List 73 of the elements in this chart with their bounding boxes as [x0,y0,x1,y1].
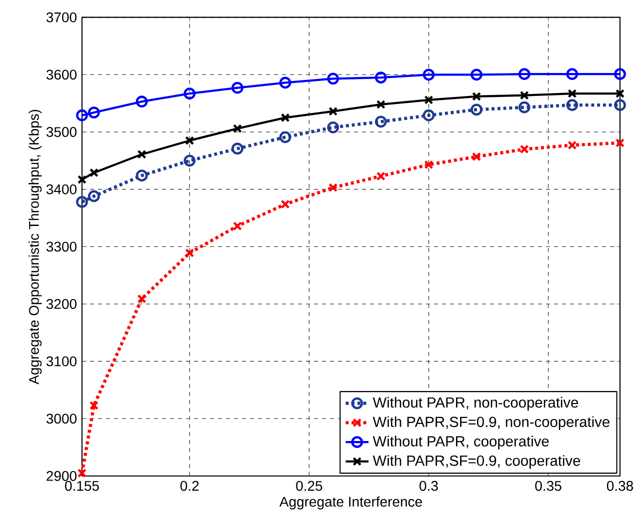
point [328,183,338,192]
point [518,101,530,114]
point [77,468,87,478]
point [77,175,87,184]
point [137,294,146,304]
point [232,221,242,231]
x-tick-label: 0.3 [420,480,438,491]
point [76,196,88,208]
x-tick-label: 0.38 [606,480,634,491]
point [88,190,100,202]
y-tick-label: 3400 [46,184,77,194]
legend-label: With PAPR,SF=0.9, non-cooperative [372,416,610,430]
point [280,200,290,209]
y-tick-label: 3200 [46,299,77,309]
point [137,150,146,159]
x-tick-label: 0.25 [296,480,322,491]
y-axis-title: Aggregate Opportunistic Throughput, (Kbps) [28,110,42,384]
x-axis-title: Aggregate Interference [279,496,422,510]
point [472,152,482,162]
point [279,76,292,89]
point [327,72,340,85]
y-tick-label: 3100 [46,356,77,366]
point [470,68,482,81]
legend-label: Without PAPR, non-cooperative [372,396,578,411]
point [185,136,194,146]
point [328,106,338,116]
point [424,95,434,104]
y-tick-label: 3700 [46,12,77,22]
point [88,106,100,118]
point [232,124,242,134]
x-tick-label: 0.155 [65,480,99,491]
point [89,168,98,178]
point [231,142,244,155]
legend-label: With PAPR,SF=0.9, cooperative [372,455,580,469]
legend-label: Without PAPR, cooperative [372,436,549,450]
point [472,92,482,101]
point [136,170,148,182]
point [231,82,244,94]
point [422,68,435,81]
point [279,131,292,144]
point [520,144,529,154]
point [89,400,98,410]
point [614,99,626,111]
point [374,72,387,84]
point [614,68,626,80]
point [280,113,290,122]
x-tick-label: 0.2 [180,480,199,491]
point [568,89,577,98]
point [566,68,578,80]
point [424,160,434,170]
point [327,121,340,134]
point [376,172,386,181]
point [184,88,196,100]
point [470,104,482,116]
point [615,138,625,148]
y-tick-label: 3300 [46,242,77,252]
point [185,248,194,258]
y-tick-label: 3600 [46,70,77,80]
point [376,100,386,109]
x-tick-label: 0.35 [535,480,562,491]
point [136,96,148,108]
point [374,116,387,128]
point [518,68,530,80]
point [615,89,625,98]
point [76,109,88,122]
y-tick-label: 3500 [46,127,77,137]
y-tick-label: 3000 [46,414,77,424]
point [184,154,196,167]
point [566,99,578,111]
point [568,140,577,150]
point [520,90,529,100]
y-tick-label: 2900 [46,471,77,481]
point [422,109,435,122]
